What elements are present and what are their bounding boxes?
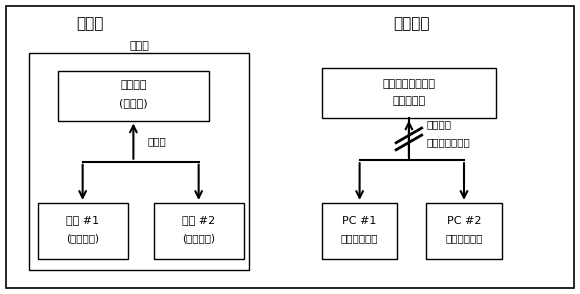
Bar — [426, 203, 502, 259]
Text: 远程网络: 远程网络 — [426, 119, 451, 129]
Text: 墨盒 #2: 墨盒 #2 — [182, 216, 215, 225]
Text: 远程网络: 远程网络 — [394, 16, 430, 31]
Text: （网络设备）: （网络设备） — [341, 233, 378, 243]
Bar — [154, 203, 244, 259]
Text: (服务器): (服务器) — [119, 98, 148, 108]
Text: (网络设备): (网络设备) — [66, 233, 99, 243]
Text: PC #2: PC #2 — [447, 216, 481, 225]
Text: 墨盒 #1: 墨盒 #1 — [66, 216, 99, 225]
Text: 打印机: 打印机 — [129, 41, 149, 51]
Text: 局域网: 局域网 — [76, 16, 104, 31]
Text: 微处理器: 微处理器 — [120, 80, 147, 90]
Text: PC #1: PC #1 — [342, 216, 377, 225]
Bar — [29, 53, 249, 270]
Text: （网络设备）: （网络设备） — [445, 233, 483, 243]
Bar — [322, 68, 496, 118]
Text: (网络设备): (网络设备) — [182, 233, 215, 243]
Bar — [322, 203, 397, 259]
Text: 局域网: 局域网 — [148, 136, 166, 146]
Bar — [58, 71, 209, 121]
Bar — [38, 203, 128, 259]
Text: 互联网服务供应商: 互联网服务供应商 — [382, 79, 436, 89]
Text: （非安全系统）: （非安全系统） — [426, 137, 470, 147]
Text: （服务器）: （服务器） — [392, 96, 426, 106]
